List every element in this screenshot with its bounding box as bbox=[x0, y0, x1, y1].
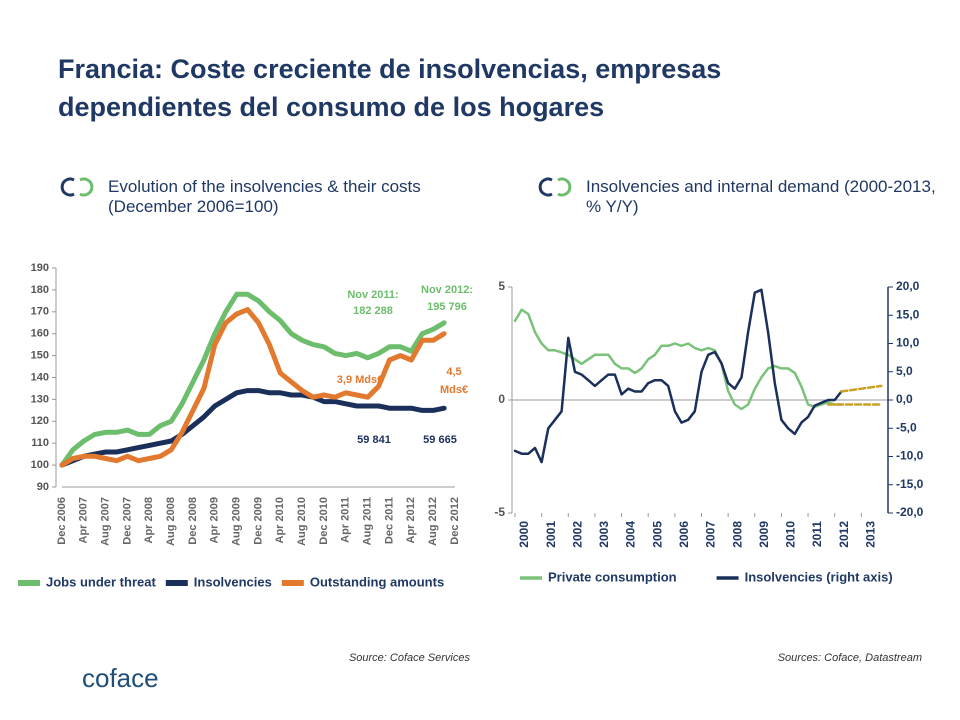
x-tick-label: 2013 bbox=[864, 521, 878, 548]
annotation: Nov 2012: bbox=[421, 284, 473, 296]
x-tick-label: Dec 2009 bbox=[252, 497, 264, 545]
y-tick-label: 150 bbox=[31, 350, 49, 362]
y2-tick-label: 15,0 bbox=[896, 307, 920, 321]
annotation: 3,9 Mds€ bbox=[337, 374, 383, 386]
annotation: Nov 2011: bbox=[347, 289, 398, 301]
y-tick-label: 0 bbox=[498, 392, 505, 406]
x-tick-label: Aug 2007 bbox=[100, 497, 112, 546]
x-tick-label: Apr 2010 bbox=[274, 497, 286, 543]
y2-tick-label: 5,0 bbox=[896, 364, 913, 378]
x-tick-label: 2010 bbox=[784, 521, 798, 548]
x-tick-label: Aug 2008 bbox=[165, 497, 177, 546]
x-tick-label: 2004 bbox=[624, 521, 638, 548]
y2-tick-label: -5,0 bbox=[896, 420, 917, 434]
y-tick-label: 140 bbox=[31, 371, 49, 383]
y2-tick-label: -10,0 bbox=[896, 449, 924, 463]
y-tick-label: 100 bbox=[31, 459, 49, 471]
x-tick-label: 2001 bbox=[544, 521, 558, 548]
x-tick-label: Aug 2011 bbox=[362, 497, 374, 545]
x-tick-label: Apr 2009 bbox=[209, 497, 221, 543]
series-line bbox=[59, 307, 447, 468]
x-tick-label: Apr 2011 bbox=[340, 497, 352, 543]
source-note: Source: Coface Services bbox=[348, 652, 470, 664]
y2-tick-label: 0,0 bbox=[896, 392, 913, 406]
x-tick-label: 2003 bbox=[597, 521, 611, 548]
chart-subtitle: Insolvencies and internal demand (2000-2… bbox=[586, 177, 936, 216]
series-line bbox=[513, 308, 843, 411]
y-tick-label: 120 bbox=[31, 415, 49, 427]
x-tick-label: Dec 2010 bbox=[318, 497, 330, 545]
x-tick-label: 2002 bbox=[570, 521, 584, 548]
legend-label: Private consumption bbox=[548, 569, 677, 584]
legend-label: Jobs under threat bbox=[46, 574, 156, 589]
x-tick-label: 2000 bbox=[517, 521, 531, 548]
annotation: 4,5 bbox=[446, 366, 461, 378]
x-tick-label: 2007 bbox=[704, 521, 718, 548]
slide-title: Francia: Coste creciente de insolvencias… bbox=[58, 54, 722, 122]
series-line bbox=[59, 291, 447, 468]
x-tick-label: Dec 2008 bbox=[187, 497, 199, 545]
x-tick-label: Dec 2012 bbox=[449, 497, 461, 545]
series-line bbox=[59, 388, 447, 468]
x-tick-label: Apr 2008 bbox=[143, 497, 155, 543]
annotation: 195 796 bbox=[427, 301, 467, 313]
series-line bbox=[513, 288, 843, 464]
x-tick-label: 2005 bbox=[650, 521, 664, 548]
x-tick-label: 2008 bbox=[730, 521, 744, 548]
x-tick-label: 2012 bbox=[837, 521, 851, 548]
y-tick-label: 190 bbox=[31, 262, 49, 274]
y2-tick-label: 20,0 bbox=[896, 279, 920, 293]
x-tick-label: Dec 2007 bbox=[121, 497, 133, 545]
y-tick-label: 170 bbox=[31, 306, 49, 318]
y-tick-label: 160 bbox=[31, 328, 49, 340]
legend-label: Insolvencies bbox=[194, 574, 272, 589]
logo: coface bbox=[82, 663, 159, 693]
y2-tick-label: -20,0 bbox=[896, 505, 924, 519]
x-tick-label: Dec 2011 bbox=[383, 497, 395, 544]
y-tick-label: 110 bbox=[31, 437, 49, 449]
x-tick-label: Dec 2006 bbox=[56, 497, 68, 545]
y-tick-label: 180 bbox=[31, 284, 49, 296]
x-tick-label: Aug 2012 bbox=[427, 497, 439, 546]
brand-icon bbox=[60, 177, 572, 197]
annotation: 59 665 bbox=[423, 434, 457, 446]
source-note: Sources: Coface, Datastream bbox=[777, 652, 922, 664]
y-tick-label: -5 bbox=[494, 505, 505, 519]
x-tick-label: Aug 2010 bbox=[296, 497, 308, 546]
x-tick-label: 2009 bbox=[757, 521, 771, 548]
x-tick-label: Apr 2007 bbox=[78, 497, 90, 543]
chart-subtitle: Evolution of the insolvencies & their co… bbox=[108, 177, 421, 216]
legend-label: Outstanding amounts bbox=[310, 574, 444, 589]
annotation: 59 841 bbox=[357, 434, 391, 446]
y-tick-label: 5 bbox=[498, 279, 505, 293]
y-tick-label: 90 bbox=[37, 481, 49, 493]
series-line bbox=[840, 384, 883, 393]
y2-tick-label: 10,0 bbox=[896, 336, 920, 350]
annotation: 182 288 bbox=[353, 305, 393, 317]
annotation: Mds€ bbox=[440, 384, 468, 396]
legend-label: Insolvencies (right axis) bbox=[745, 569, 893, 584]
x-tick-label: 2006 bbox=[677, 521, 691, 548]
x-tick-label: Apr 2012 bbox=[405, 497, 417, 543]
y-tick-label: 130 bbox=[31, 393, 49, 405]
x-tick-label: 2011 bbox=[810, 521, 824, 547]
x-tick-label: Aug 2009 bbox=[231, 497, 243, 546]
y2-tick-label: -15,0 bbox=[896, 477, 924, 491]
